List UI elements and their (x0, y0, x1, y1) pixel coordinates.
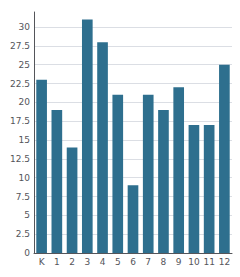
svg-text:5: 5 (115, 257, 121, 267)
svg-text:7.5: 7.5 (16, 192, 30, 202)
svg-text:10: 10 (19, 173, 31, 183)
svg-text:27.5: 27.5 (10, 41, 30, 51)
svg-text:8: 8 (161, 257, 167, 267)
svg-text:0: 0 (24, 248, 30, 258)
svg-text:15: 15 (19, 135, 30, 145)
svg-text:20: 20 (19, 97, 31, 107)
svg-text:4: 4 (100, 257, 106, 267)
svg-text:10: 10 (188, 257, 200, 267)
svg-text:30: 30 (19, 22, 31, 32)
svg-text:2.5: 2.5 (16, 229, 30, 239)
svg-text:1: 1 (54, 257, 60, 267)
svg-text:12: 12 (219, 257, 230, 267)
svg-text:6: 6 (130, 257, 136, 267)
svg-text:17.5: 17.5 (10, 116, 30, 126)
svg-text:9: 9 (176, 257, 182, 267)
svg-text:22.5: 22.5 (10, 79, 30, 89)
svg-text:3: 3 (84, 257, 90, 267)
svg-text:11: 11 (203, 257, 214, 267)
svg-text:12.5: 12.5 (10, 154, 30, 164)
svg-text:K: K (39, 257, 46, 267)
svg-text:7: 7 (145, 257, 151, 267)
svg-text:5: 5 (24, 210, 30, 220)
svg-text:25: 25 (19, 60, 30, 70)
svg-text:2: 2 (69, 257, 75, 267)
